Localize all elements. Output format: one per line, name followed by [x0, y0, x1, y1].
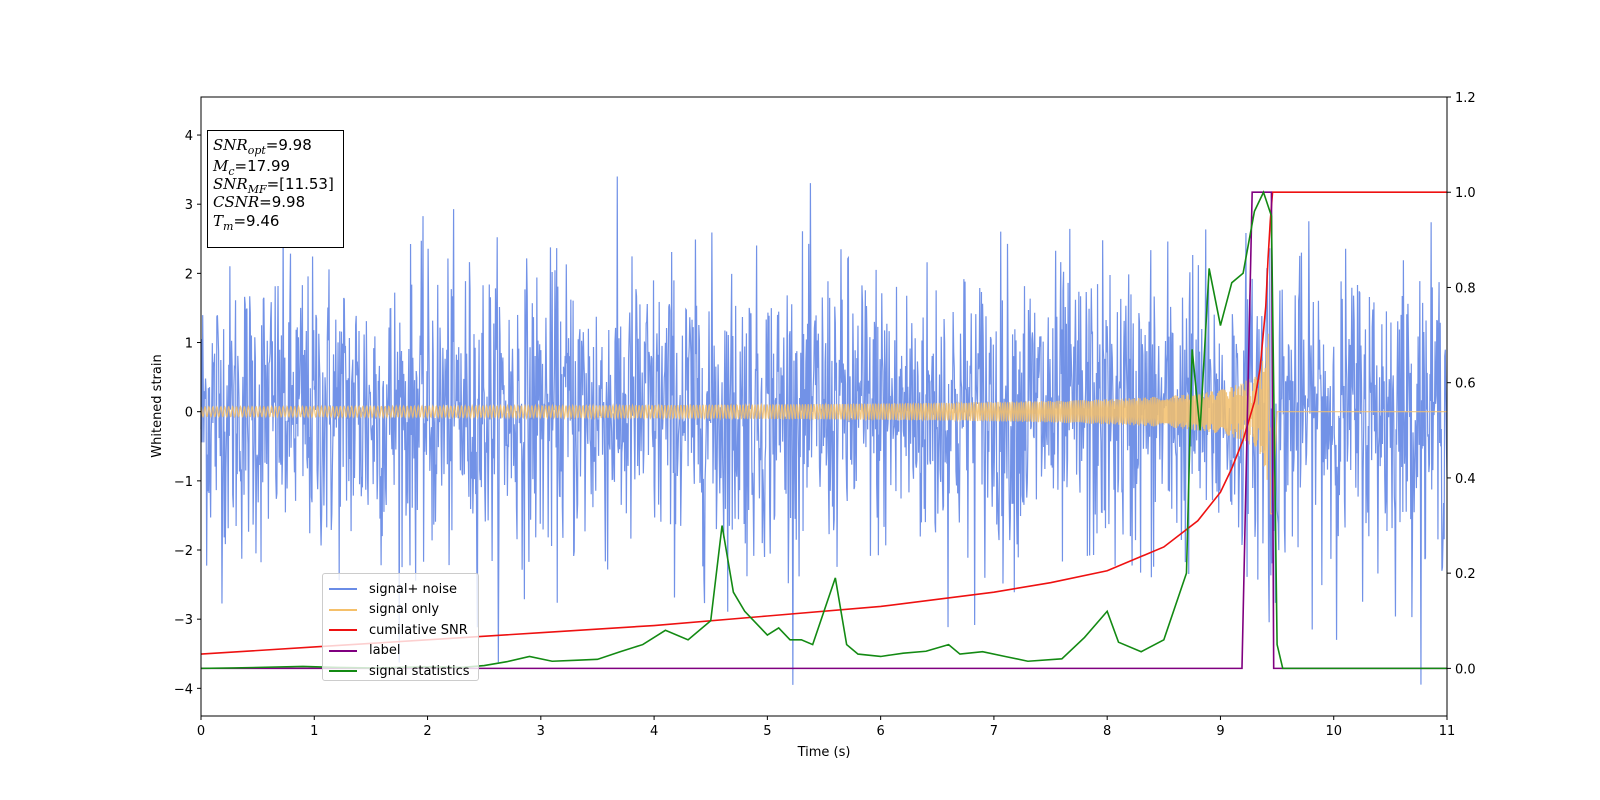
- legend-swatch-label: [329, 649, 357, 652]
- legend-entry-cumulative-snr: cumilative SNR: [329, 620, 472, 641]
- x-tick-label: 10: [1325, 724, 1342, 739]
- mc-line: Mc=17.99: [213, 157, 291, 178]
- y-right-tick-label: 1.0: [1455, 186, 1476, 201]
- y-left-tick-label: 2: [185, 267, 193, 282]
- y-left-tick-label: −2: [174, 544, 193, 559]
- legend-swatch-signal-statistics: [329, 670, 357, 673]
- snr-mf-value: =[11.53]: [266, 175, 334, 193]
- x-tick-label: 9: [1216, 724, 1224, 739]
- snr-opt-value: =9.98: [265, 136, 312, 154]
- series-signal-only-line: [200, 333, 1447, 515]
- ticks-layer: 0 1 2 3 4 5 6 7 8 9 10 11 −4 −3 −2 −1 0 1 2 3 4 0.0 0.2 0.4 0.6 0…: [174, 91, 1476, 739]
- y-right-tick-label: 0.0: [1455, 662, 1476, 677]
- x-tick-label: 5: [763, 724, 771, 739]
- mc-value: =17.99: [234, 157, 291, 175]
- x-tick-label: 1: [310, 724, 318, 739]
- y-right-tick-label: 0.4: [1455, 472, 1476, 487]
- legend-entry-signal-only: signal only: [329, 600, 472, 621]
- x-tick-label: 6: [876, 724, 884, 739]
- legend-swatch-signal-only: [329, 608, 357, 611]
- series-layer: [200, 176, 1448, 685]
- y-right-tick-label: 0.2: [1455, 567, 1476, 582]
- y-left-tick-label: 3: [185, 198, 193, 213]
- y-right-tick-label: 0.8: [1455, 281, 1476, 296]
- snr-opt-line: SNRopt=9.98: [213, 136, 312, 157]
- legend-swatch-signal-noise: [329, 588, 357, 591]
- y-left-tick-label: −1: [174, 475, 193, 490]
- y-axis-label: Whitened strain: [150, 354, 165, 457]
- legend-entry-signal-statistics: signal statistics: [329, 661, 472, 682]
- legend-label-signal-statistics: signal statistics: [369, 663, 470, 679]
- legend-label-signal-only: signal only: [369, 602, 440, 618]
- series-cumulative-snr-line: [200, 191, 1447, 655]
- x-tick-label: 0: [197, 724, 205, 739]
- y-right-tick-label: 0.6: [1455, 377, 1476, 392]
- y-left-tick-label: 4: [185, 129, 193, 144]
- x-tick-label: 4: [650, 724, 658, 739]
- legend-label-cumulative-snr: cumilative SNR: [369, 622, 468, 638]
- y-right-tick-label: 1.2: [1455, 91, 1476, 106]
- x-axis-label: Time (s): [797, 745, 851, 760]
- series-signal-noise-line: [200, 176, 1448, 685]
- legend-label-signal-noise: signal+ noise: [369, 581, 458, 597]
- x-tick-label: 11: [1439, 724, 1456, 739]
- series-signal-statistics-line: [200, 190, 1447, 670]
- y-left-tick-label: 1: [185, 337, 193, 352]
- y-left-tick-label: 0: [185, 406, 193, 421]
- csnr-line: CSNR=9.98: [213, 193, 306, 211]
- x-tick-label: 3: [537, 724, 545, 739]
- snr-mf-line: SNRMF=[11.53]: [213, 175, 334, 196]
- annotation-box: SNRopt=9.98 Mc=17.99 SNRMF=[11.53] CSNR=…: [207, 130, 344, 248]
- legend-entry-label: label: [329, 641, 472, 662]
- x-tick-label: 7: [990, 724, 998, 739]
- x-tick-label: 2: [423, 724, 431, 739]
- tm-value: =9.46: [233, 212, 280, 230]
- legend-swatch-cumulative-snr: [329, 629, 357, 632]
- tm-line: Tm=9.46: [213, 212, 280, 233]
- plot-frame: [200, 96, 1448, 717]
- legend-label-label: label: [369, 643, 401, 659]
- x-tick-label: 8: [1103, 724, 1111, 739]
- legend-entry-signal-noise: signal+ noise: [329, 579, 472, 600]
- legend: signal+ noise signal only cumilative SNR…: [322, 573, 479, 681]
- csnr-value: =9.98: [259, 193, 306, 211]
- y-left-tick-label: −4: [174, 682, 193, 697]
- y-left-tick-label: −3: [174, 613, 193, 628]
